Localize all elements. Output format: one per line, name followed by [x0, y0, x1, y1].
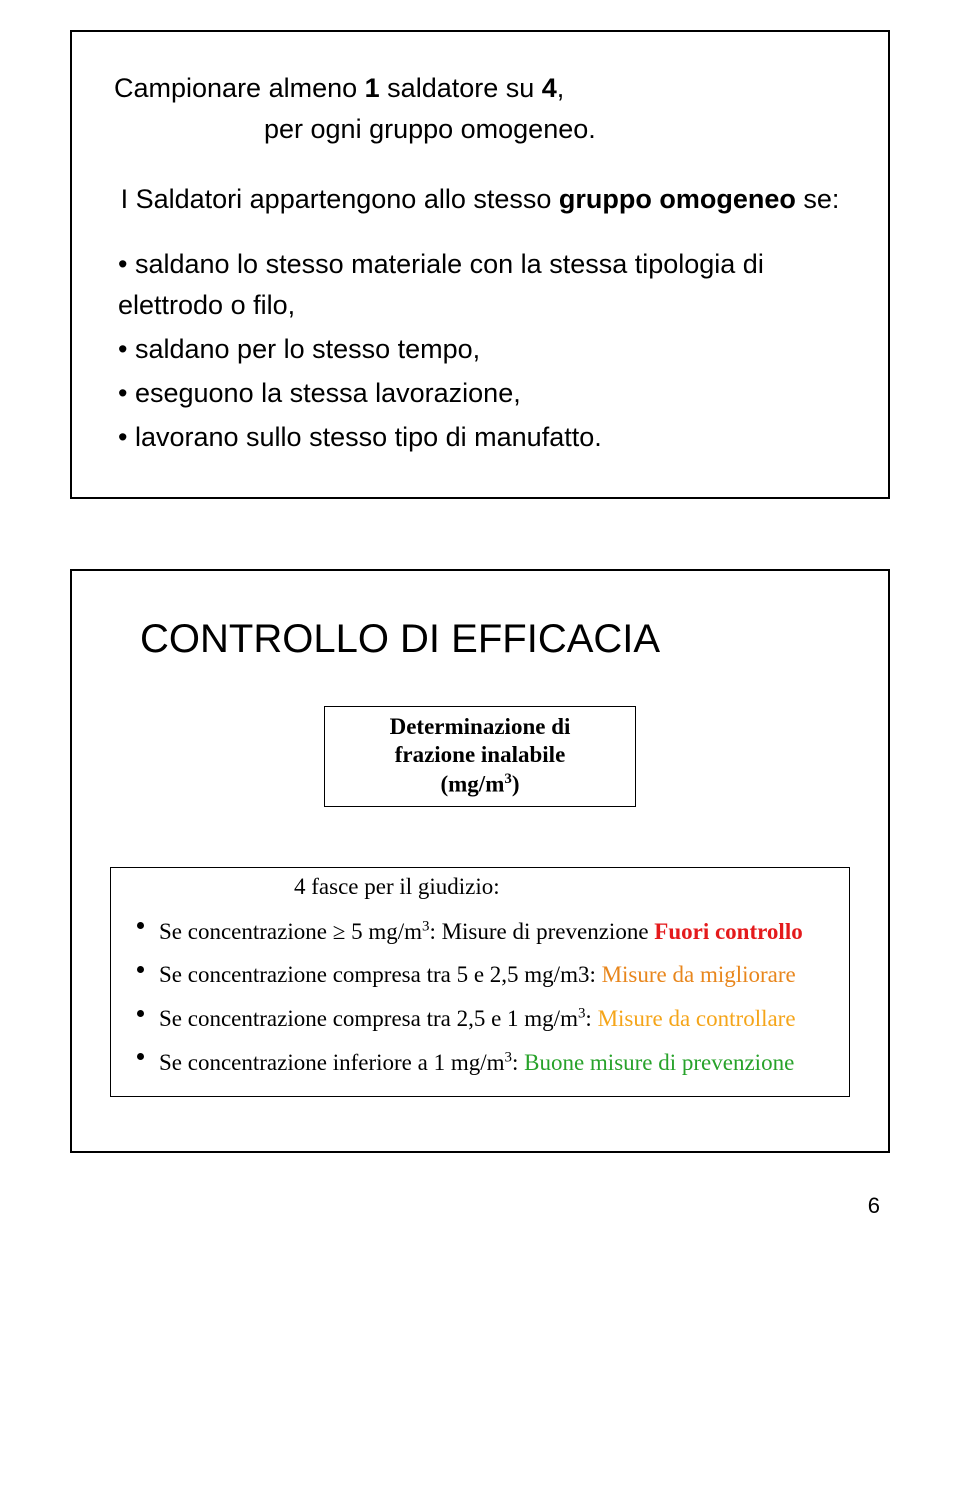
slide-1: Campionare almeno 1 saldatore su 4, per … [70, 30, 890, 499]
fasce-pre: Se concentrazione inferiore a 1 mg/m [159, 1050, 505, 1075]
fasce-emphasis: Misure da migliorare [602, 962, 796, 987]
fasce-emphasis: Misure da controllare [598, 1006, 796, 1031]
fasce-row: Se concentrazione compresa tra 2,5 e 1 m… [133, 997, 831, 1041]
box-line2: frazione inalabile [335, 741, 625, 770]
bullet-dot-icon [137, 966, 144, 973]
bullet-dot-icon [137, 1010, 144, 1017]
sub-post: se: [796, 184, 840, 214]
t-b2: 4 [542, 73, 557, 103]
determination-box: Determinazione di frazione inalabile (mg… [324, 706, 636, 807]
fasce-row: Se concentrazione ≥ 5 mg/m3: Misure di p… [133, 910, 831, 954]
sub-pre: I Saldatori appartengono allo stesso [121, 184, 559, 214]
fasce-emphasis: Fuori controllo [654, 919, 802, 944]
bullet-text: eseguono la stessa lavorazione, [135, 378, 521, 408]
bullet-text: lavorano sullo stesso tipo di manufatto. [135, 422, 602, 452]
fasce-mid: : [585, 1006, 597, 1031]
fasce-pre: Se concentrazione compresa tra 2,5 e 1 m… [159, 1006, 578, 1031]
t-line2: per ogni gruppo omogeneo. [114, 109, 596, 150]
t-pre: Campionare almeno [114, 73, 365, 103]
slide-2: CONTROLLO DI EFFICACIA Determinazione di… [70, 569, 890, 1154]
box-l3-sup: 3 [504, 771, 511, 787]
box-l3-pre: (mg/m [440, 772, 504, 797]
box-line1: Determinazione di [335, 713, 625, 742]
fasce-box: 4 fasce per il giudizio: Se concentrazio… [110, 867, 850, 1098]
bullet-item: • saldano per lo stesso tempo, [118, 329, 846, 371]
sub-bold: gruppo omogeneo [559, 184, 796, 214]
page: Campionare almeno 1 saldatore su 4, per … [0, 0, 960, 1239]
bullet-item: • saldano lo stesso materiale con la ste… [118, 244, 846, 328]
fasce-mid: : [512, 1050, 524, 1075]
box-line3: (mg/m3) [335, 770, 625, 799]
superscript: 3 [505, 1049, 512, 1065]
t-mid: saldatore su [380, 73, 542, 103]
fasce-pre: Se concentrazione ≥ 5 mg/m [159, 919, 422, 944]
fasce-emphasis: Buone misure di prevenzione [524, 1050, 794, 1075]
bullet-item: • lavorano sullo stesso tipo di manufatt… [118, 417, 846, 459]
bullet-text: saldano lo stesso materiale con la stess… [118, 249, 764, 321]
box-l3-post: ) [512, 772, 520, 797]
t-b1: 1 [365, 73, 380, 103]
bullet-dot-icon [137, 1053, 144, 1060]
page-number: 6 [70, 1193, 890, 1219]
t-post: , [557, 73, 565, 103]
fasce-list: Se concentrazione ≥ 5 mg/m 3 : Misure di p… [129, 910, 831, 1085]
slide1-bullets: • saldano lo stesso materiale con la ste… [114, 244, 846, 459]
bullet-text: saldano per lo stesso tempo, [135, 334, 480, 364]
slide1-title: Campionare almeno 1 saldatore su 4, per … [114, 68, 846, 149]
slide1-subtitle: I Saldatori appartengono allo stesso gru… [114, 179, 846, 220]
fasce-row: Se concentrazione compresa tra 5 e 2,5 m… [133, 953, 831, 997]
slide2-title: CONTROLLO DI EFFICACIA [110, 617, 850, 662]
fasce-mid: : Misure di prevenzione [429, 919, 654, 944]
fasce-heading: 4 fasce per il giudizio: [129, 874, 831, 900]
bullet-dot-icon [137, 922, 144, 929]
bullet-item: • eseguono la stessa lavorazione, [118, 373, 846, 415]
fasce-pre: Se concentrazione compresa tra 5 e 2,5 m… [159, 962, 602, 987]
fasce-row: Se concentrazione inferiore a 1 mg/m3: B… [133, 1041, 831, 1085]
